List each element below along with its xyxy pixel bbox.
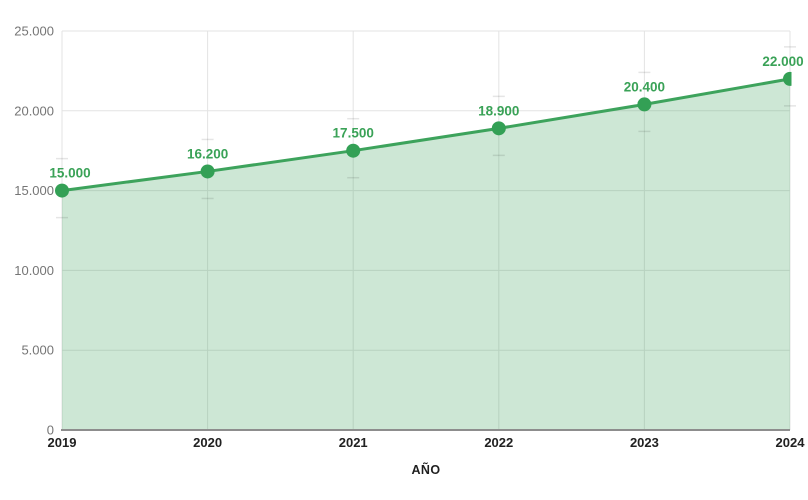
y-tick-label: 15.000 <box>14 183 54 198</box>
x-tick-label: 2024 <box>776 435 806 450</box>
x-tick-label: 2022 <box>484 435 513 450</box>
y-tick-label: 25.000 <box>14 24 54 39</box>
data-point <box>491 121 506 136</box>
data-point <box>346 143 361 158</box>
data-point-label: 15.000 <box>49 166 90 181</box>
data-point-label: 16.200 <box>187 146 228 161</box>
data-point-label: 18.900 <box>478 103 519 118</box>
data-point-label: 17.500 <box>333 126 374 141</box>
data-point <box>637 97 652 112</box>
data-point-label: 20.400 <box>624 79 665 94</box>
x-tick-label: 2021 <box>339 435 368 450</box>
x-axis-title: AÑO <box>411 463 441 477</box>
series-line <box>61 77 791 193</box>
y-tick-label: 5.000 <box>21 343 54 358</box>
data-point <box>55 183 69 198</box>
data-point <box>200 164 215 179</box>
data-point-label: 22.000 <box>762 54 803 69</box>
series-area-fill <box>62 78 790 430</box>
x-tick-label: 2019 <box>48 435 77 450</box>
data-point <box>783 71 792 86</box>
y-tick-label: 0 <box>47 423 54 438</box>
y-tick-label: 10.000 <box>14 263 54 278</box>
y-tick-label: 20.000 <box>14 103 54 118</box>
x-tick-label: 2020 <box>193 435 222 450</box>
x-tick-label: 2023 <box>630 435 659 450</box>
